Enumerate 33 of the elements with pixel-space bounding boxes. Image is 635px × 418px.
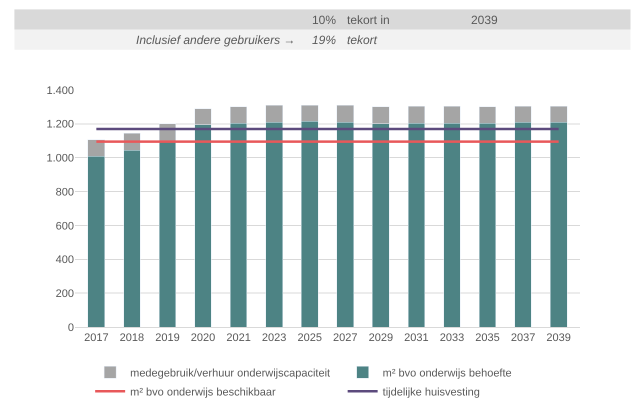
x-tick-label: 2019 (155, 332, 180, 344)
legend-label: m² bvo onderwijs beschikbaar (130, 386, 276, 399)
x-tick-label: 2018 (120, 332, 144, 344)
legend-label: m² bvo onderwijs behoefte (382, 368, 512, 380)
y-tick-label: 1.400 (46, 84, 74, 97)
bar (158, 142, 176, 327)
y-tick-label: 600 (56, 220, 74, 232)
text: tekort (347, 33, 378, 47)
x-tick-label: 2029 (368, 332, 394, 344)
x-tick-label: 2031 (404, 332, 429, 344)
x-tick-label: 2017 (84, 332, 109, 344)
text: tekort in (347, 13, 390, 27)
x-tick-label: 2020 (190, 332, 216, 344)
x-tick-label: 2037 (510, 332, 536, 344)
text: 19% (312, 33, 336, 47)
x-tick-label: 2027 (333, 332, 358, 344)
y-tick-label: 200 (56, 288, 74, 300)
legend-label: medegebruik/verhuur onderwijscapaciteit (130, 368, 330, 380)
y-tick-label: 0 (68, 322, 74, 334)
legend-label: tijdelijke huisvesting (382, 386, 480, 399)
y-tick-label: 1.200 (46, 118, 74, 131)
x-tick-label: 2023 (262, 332, 286, 344)
y-tick-label: 400 (56, 254, 74, 266)
x-tick-label: 2021 (226, 332, 251, 344)
x-tick-label: 2039 (546, 332, 571, 344)
text: Inclusief andere gebruikers → (136, 33, 296, 47)
x-tick-label: 2035 (475, 332, 500, 344)
y-tick-label: 800 (56, 186, 74, 198)
x-tick-label: 2033 (440, 332, 464, 344)
y-tick-label: 1.000 (46, 152, 74, 165)
text: 2039 (471, 13, 498, 27)
text: 10% (312, 13, 336, 27)
x-tick-label: 2025 (297, 332, 322, 344)
